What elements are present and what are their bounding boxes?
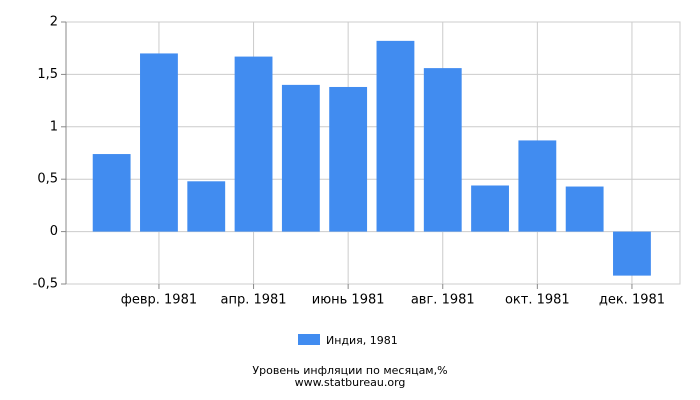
legend-swatch <box>298 334 320 345</box>
x-tick-label: апр. 1981 <box>221 293 287 308</box>
x-tick-label: июнь 1981 <box>312 293 385 308</box>
bar <box>376 40 415 232</box>
bar <box>518 140 557 232</box>
bar <box>423 68 462 232</box>
x-tick-label: окт. 1981 <box>505 293 570 308</box>
y-tick-label: 1 <box>50 119 58 134</box>
bar <box>281 84 320 232</box>
bar <box>92 154 131 232</box>
x-tick-label: февр. 1981 <box>121 293 197 308</box>
y-tick-label: 0 <box>50 224 58 239</box>
chart-title: Уровень инфляции по месяцам,% <box>252 364 447 377</box>
bar <box>613 231 651 276</box>
x-tick-label: дек. 1981 <box>599 293 665 308</box>
bar <box>565 186 604 232</box>
chart-subtitle: www.statbureau.org <box>295 376 406 389</box>
legend-label: Индия, 1981 <box>326 334 398 347</box>
y-tick-label: 2 <box>50 15 58 30</box>
bar <box>234 56 273 232</box>
y-tick-label: 0,5 <box>37 172 58 187</box>
bar <box>187 181 226 232</box>
y-tick-label: -0,5 <box>33 277 58 292</box>
x-tick-label: авг. 1981 <box>411 293 475 308</box>
y-tick-label: 1,5 <box>37 67 58 82</box>
bar <box>471 185 509 232</box>
bar <box>140 53 178 232</box>
bar <box>329 86 368 232</box>
